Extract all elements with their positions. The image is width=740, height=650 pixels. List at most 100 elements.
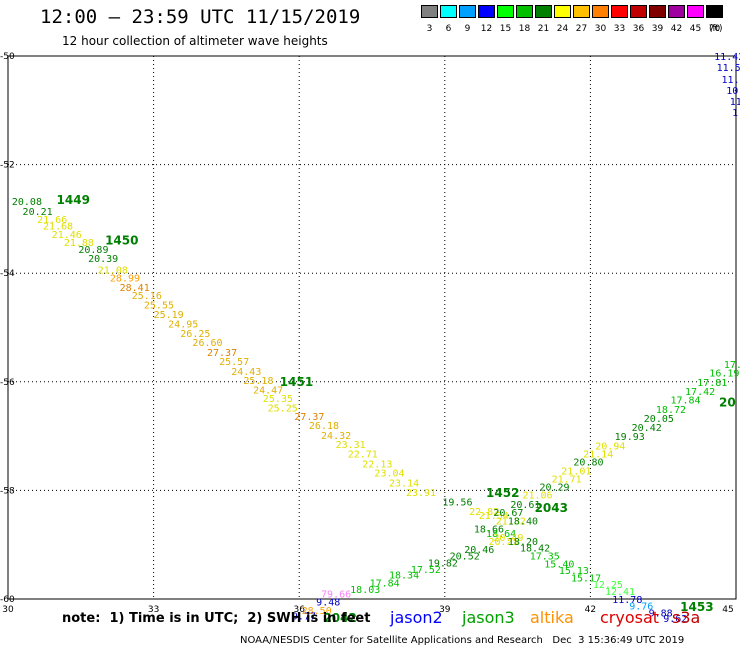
- legend-swatch: [687, 5, 704, 18]
- legend-swatch: [516, 5, 533, 18]
- wave-height-label: 11.78: [612, 595, 642, 606]
- wave-height-label: 17.84: [370, 579, 400, 590]
- wave-height-label: 20.46: [464, 545, 494, 556]
- x-tick-label: 30: [2, 605, 14, 615]
- wave-height-label: 20.89: [78, 245, 108, 256]
- color-scale-legend: (ft) 3 6 9 12 15 18 21 24 27 30 33 36 39 42 45 70: [421, 5, 727, 37]
- x-tick-label: 42: [585, 605, 596, 615]
- wave-height-label: 26.60: [192, 338, 222, 349]
- legend-swatch: [630, 5, 647, 18]
- legend-swatch-label: 12: [480, 24, 493, 34]
- satellite-legend-altika: altika: [530, 608, 574, 627]
- wave-height-label: 20.25: [488, 537, 518, 548]
- wave-height-label: 20.52: [450, 552, 480, 563]
- wave-height-label: 12.25: [593, 580, 623, 591]
- wave-height-label: 11.53: [717, 63, 740, 74]
- y-tick-label: -54: [0, 269, 15, 279]
- wave-height-label: 9.62: [663, 614, 687, 625]
- legend-swatch-label: 3: [426, 24, 433, 34]
- legend-swatch: [459, 5, 476, 18]
- wave-height-label: 19.82: [428, 559, 458, 570]
- wave-height-label: 24.43: [231, 367, 261, 378]
- wave-height-label: 24.95: [168, 320, 198, 331]
- wave-height-label: 17.35: [530, 552, 560, 563]
- wave-height-label: 20.67: [493, 508, 523, 519]
- wave-height-label: 21.66: [37, 215, 67, 226]
- credit-line: NOAA/NESDIS Center for Satellite Applica…: [240, 635, 685, 646]
- legend-swatch-label: 15: [499, 24, 512, 34]
- wave-height-label: 19.56: [442, 497, 472, 508]
- legend-swatch: [478, 5, 495, 18]
- legend-swatch-label: 39: [651, 24, 664, 34]
- footer-note: note: 1) Time is in UTC; 2) SWH is in fe…: [62, 611, 371, 626]
- y-tick-label: -52: [0, 161, 15, 171]
- wave-height-label: 18.72: [656, 405, 686, 416]
- wave-height-label: 20.29: [539, 483, 569, 494]
- wave-height-label: 18.66: [474, 524, 504, 535]
- wave-height-label: 26.25: [180, 329, 210, 340]
- wave-height-label: 28.50: [302, 606, 332, 617]
- wave-height-label: 28.41: [120, 283, 150, 294]
- wave-height-label: 79.66: [321, 590, 351, 601]
- wave-height-label: 18.20: [508, 537, 538, 548]
- legend-swatch-label: 21: [537, 24, 550, 34]
- wave-height-label: 20.21: [23, 207, 53, 218]
- wave-height-label: 25.18: [243, 376, 273, 387]
- wave-height-label: 26.18: [309, 421, 339, 432]
- wave-height-label: 18.42: [520, 543, 550, 554]
- page-title: 12:00 – 23:59 UTC 11/15/2019: [40, 6, 361, 28]
- x-axis-ticks: 30 33 36 39 42 45: [2, 605, 733, 615]
- wave-height-label: 25.16: [132, 291, 162, 302]
- wave-height-label: 23.14: [389, 478, 419, 489]
- x-tick-label: 33: [148, 605, 159, 615]
- wave-height-label: 25.35: [263, 394, 293, 405]
- legend-swatch: [440, 5, 457, 18]
- x-tick-label: 39: [439, 605, 451, 615]
- grid-lines: [8, 56, 736, 599]
- wave-height-label: 23.31: [336, 440, 366, 451]
- wave-height-label: 25.19: [154, 310, 184, 321]
- wave-height-label: 23.04: [374, 468, 404, 479]
- wave-height-label: 20.42: [632, 423, 662, 434]
- wave-height-label: 9.88: [649, 609, 673, 620]
- wave-height-label: 15.13: [559, 566, 589, 577]
- wave-height-label: 24.47: [253, 385, 283, 396]
- wave-height-label: 11.42: [714, 52, 740, 63]
- legend-swatch: [668, 5, 685, 18]
- pass-time-label: 1452: [486, 486, 519, 500]
- wave-height-label: 22.13: [362, 459, 392, 470]
- legend-swatch: [554, 5, 571, 18]
- wave-height-label: 21.14: [583, 449, 613, 460]
- legend-swatch: [421, 5, 438, 18]
- pass-time-label: 1451: [280, 375, 313, 389]
- wave-height-label: 27.37: [207, 348, 237, 359]
- wave-height-label: 9.76: [629, 602, 653, 613]
- legend-swatch: [611, 5, 628, 18]
- wave-height-label: 22.71: [348, 449, 378, 460]
- wave-height-label: 15.40: [544, 560, 574, 571]
- y-axis-ticks: -50 -52 -54 -56 -58 -60: [0, 52, 15, 605]
- legend-swatch: [649, 5, 666, 18]
- y-tick-label: -58: [0, 486, 15, 496]
- wave-height-label: 17.84: [670, 396, 700, 407]
- legend-swatch: [706, 5, 723, 18]
- legend-swatch-label: 27: [575, 24, 588, 34]
- wave-height-label: 15.17: [571, 573, 601, 584]
- wave-height-label: 1: [732, 108, 738, 119]
- wave-height-label: 21.46: [52, 230, 82, 241]
- legend-swatch-label: 42: [670, 24, 683, 34]
- wave-height-label: 20.61: [510, 500, 540, 511]
- wave-height-label: 20.49: [493, 533, 523, 544]
- wave-height-label: 19.93: [615, 432, 645, 443]
- satellite-legend-jason2: jason2: [390, 608, 443, 627]
- wave-height-label: 10.4: [726, 86, 740, 97]
- wave-height-label: 17.2: [724, 360, 740, 371]
- legend-swatch-label: 70: [708, 24, 721, 34]
- pass-time-label: 1453: [680, 600, 713, 614]
- wave-height-label: 25.55: [144, 301, 174, 312]
- legend-swatch-label: 6: [445, 24, 452, 34]
- pass-time-label: 2043: [535, 501, 568, 515]
- wave-height-label: 21.71: [552, 474, 582, 485]
- wave-height-label: 24.32: [321, 431, 351, 442]
